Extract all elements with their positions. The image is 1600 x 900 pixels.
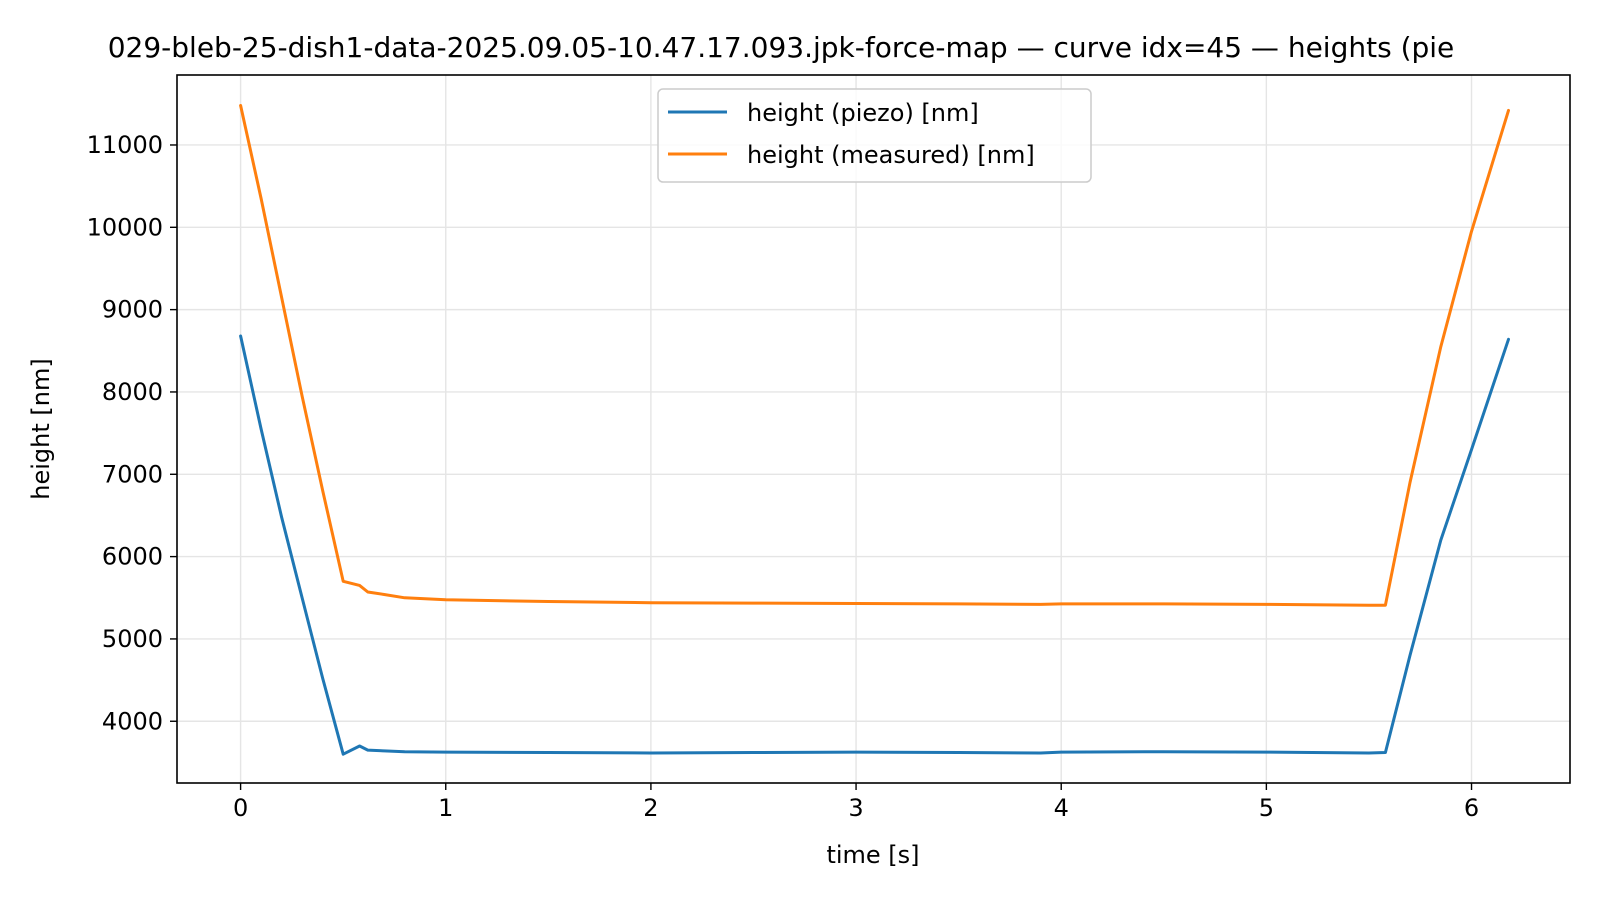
- x-tick-label: 6: [1464, 794, 1479, 822]
- y-axis-label: height [nm]: [27, 358, 55, 499]
- chart-title: 029-bleb-25-dish1-data-2025.09.05-10.47.…: [108, 31, 1455, 64]
- legend-label-measured: height (measured) [nm]: [747, 141, 1035, 169]
- x-tick-label: 2: [643, 794, 658, 822]
- y-tick-label: 7000: [102, 460, 163, 488]
- grid: [177, 75, 1570, 783]
- plot-frame: [176, 74, 1571, 784]
- series-line-0: [239, 334, 1510, 756]
- y-tick-label: 11000: [87, 131, 163, 159]
- x-tick-label: 0: [233, 794, 248, 822]
- y-tick-label: 5000: [102, 625, 163, 653]
- x-axis-label: time [s]: [826, 841, 919, 869]
- y-tick-label: 6000: [102, 543, 163, 571]
- x-tick-label: 3: [848, 794, 863, 822]
- axis-ticks: 0 1 2 3 4 5 6 4000 5000 6000 7000 8000 9000 10000 1100…: [87, 131, 1480, 822]
- y-tick-label: 9000: [102, 296, 163, 324]
- legend-box: [657, 88, 1092, 183]
- y-tick-label: 4000: [102, 707, 163, 735]
- series-line-1: [239, 104, 1510, 607]
- x-tick-label: 1: [438, 794, 453, 822]
- x-tick-label: 5: [1259, 794, 1274, 822]
- series-lines: [239, 104, 1510, 756]
- y-tick-label: 10000: [87, 213, 163, 241]
- legend: height (piezo) [nm] height (measured) [n…: [657, 88, 1092, 183]
- y-tick-label: 8000: [102, 378, 163, 406]
- x-tick-label: 4: [1054, 794, 1069, 822]
- legend-label-piezo: height (piezo) [nm]: [747, 99, 979, 127]
